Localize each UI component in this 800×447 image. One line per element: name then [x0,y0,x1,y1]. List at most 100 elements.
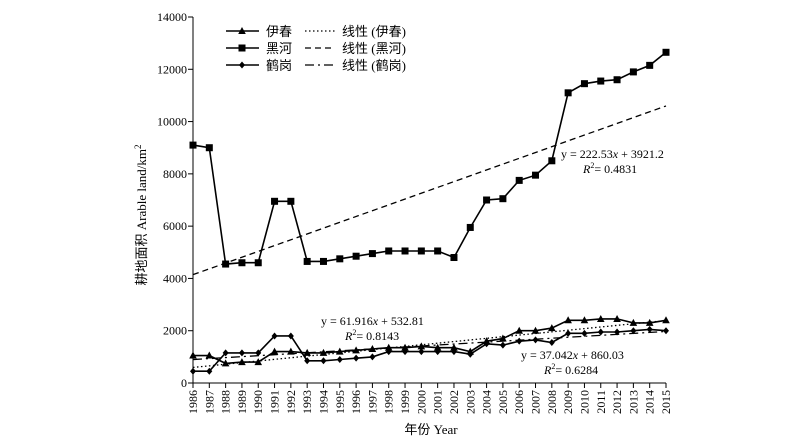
triangle-marker [303,348,311,356]
triangle-marker [238,27,246,34]
square-marker [336,255,344,263]
square-marker [434,247,442,255]
diamond-marker [190,367,196,375]
square-marker [238,44,246,52]
r-squared-symbol: R [543,363,552,377]
square-marker [499,195,507,203]
diamond-marker [450,348,457,356]
triangle-marker [335,347,344,355]
trendline-r-squared: R2= 0.4831 [582,161,637,176]
y-tick-label: 6000 [163,219,187,233]
triangle-marker [205,351,214,359]
trendline-equation: y = 222.53x + 3921.2 [561,147,664,161]
r-squared-exponent: 2 [590,161,594,170]
diamond-marker [581,329,588,337]
square-marker [303,257,311,265]
diamond-marker [499,341,506,349]
square-marker [271,197,279,205]
triangle-marker [433,343,442,351]
trendline-dashdot [192,330,667,361]
square-marker [564,89,572,97]
diamond-marker [418,348,425,356]
trendline-dashed [192,105,667,276]
diamond-marker [353,354,360,362]
triangle-marker [352,346,360,354]
triangle-marker [189,351,197,359]
triangle-marker [515,326,524,334]
triangle-marker [270,347,279,355]
diamond-marker [483,340,490,348]
legend-label-trendline: 线性 (鹤岗) [342,58,406,73]
square-marker [189,141,197,149]
square-marker [450,254,458,262]
x-tick-label: 2010 [577,390,591,414]
y-tick-label: 0 [181,376,187,390]
y-axis-ticks: 0 2000 4000 6000 8000 10000 12000 14000 [157,10,193,390]
x-tick-label: 2005 [496,390,510,414]
x-tick-label: 1993 [300,390,314,414]
x-tick-label: 1997 [365,390,379,414]
trendline-r-squared: R2= 0.6284 [543,362,598,377]
x-tick-label: 1995 [333,390,347,414]
legend-label-trendline: 线性 (黑河) [342,41,406,56]
diamond-marker [597,328,604,336]
x-tick-label: 1987 [202,390,216,414]
square-marker [401,247,409,255]
equation-text: y = 222.53 [561,147,613,161]
diamond-marker [630,327,637,335]
x-tick-label: 2014 [643,390,657,414]
square-marker [368,250,376,258]
diamond-marker [402,348,409,356]
square-marker [613,76,621,84]
r-squared-exponent: 2 [551,362,555,371]
square-marker [352,252,360,260]
x-tick-label: 2009 [561,390,575,414]
trendlines [192,105,667,369]
chart-axes [192,17,666,384]
square-marker [580,80,588,88]
x-axis-ticks: 1986 1987 1988 1989 1990 1991 1992 1993 1994 1995… [186,383,673,414]
legend-label-series: 黑河 [266,41,292,56]
y-axis-title-sup: 2 [133,145,143,150]
equation-variable: x [372,314,379,328]
x-tick-label: 2002 [447,390,461,414]
series-lines [192,51,667,373]
r-squared-exponent: 2 [352,328,356,337]
x-tick-label: 2012 [610,390,624,414]
diamond-marker [239,61,245,69]
diamond-marker [548,338,555,346]
diamond-marker [646,325,653,333]
square-marker [629,68,637,76]
legend-label-series: 鹤岗 [266,58,292,73]
y-tick-label: 14000 [157,10,187,24]
x-tick-label: 2011 [594,390,608,414]
y-tick-label: 12000 [157,62,187,76]
x-tick-label: 2008 [545,390,559,414]
square-marker [319,257,327,265]
square-marker [205,144,213,152]
r-squared-value: = 0.8143 [356,329,399,343]
x-tick-label: 1996 [349,390,363,414]
diamond-marker [238,349,245,357]
diamond-marker [320,357,327,365]
triangle-marker [384,343,393,351]
triangle-marker [450,343,458,351]
triangle-marker [629,318,638,326]
triangle-marker [368,345,377,353]
x-tick-label: 1994 [316,390,330,414]
equation-text: + 860.03 [578,348,624,362]
square-marker [287,197,295,205]
legend-label-trendline: 线性 (伊春) [342,24,406,39]
x-tick-label: 1990 [251,390,265,414]
x-tick-label: 2000 [414,390,428,414]
square-marker [597,77,605,85]
x-tick-label: 1989 [235,390,249,414]
trendline-r-squared: R2= 0.8143 [344,328,399,343]
x-axis-title: 年份 Year [404,422,458,437]
r-squared-symbol: R [582,162,591,176]
equation-text: y = 61.916 [321,314,373,328]
square-marker [417,247,425,255]
square-marker [483,196,491,204]
